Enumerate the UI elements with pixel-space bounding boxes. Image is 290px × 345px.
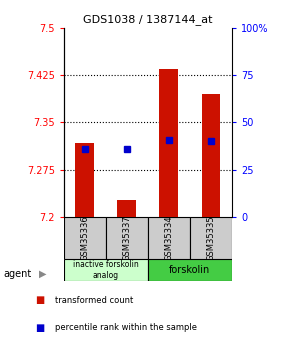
Title: GDS1038 / 1387144_at: GDS1038 / 1387144_at <box>83 14 213 25</box>
Bar <box>64 217 106 259</box>
Bar <box>160 69 178 217</box>
Bar <box>64 259 148 281</box>
Text: GSM35334: GSM35334 <box>164 215 173 261</box>
Text: forskolin: forskolin <box>169 265 211 275</box>
Bar <box>190 217 232 259</box>
Text: GSM35336: GSM35336 <box>80 215 89 261</box>
Bar <box>202 94 220 217</box>
Bar <box>106 217 148 259</box>
Text: GSM35337: GSM35337 <box>122 215 131 261</box>
Bar <box>148 217 190 259</box>
Text: agent: agent <box>3 269 31 278</box>
Bar <box>75 143 94 217</box>
Text: inactive forskolin
analog: inactive forskolin analog <box>73 260 139 280</box>
Text: ▶: ▶ <box>39 269 47 278</box>
Bar <box>117 200 136 217</box>
Text: GSM35335: GSM35335 <box>206 215 215 261</box>
Text: percentile rank within the sample: percentile rank within the sample <box>55 323 197 332</box>
Bar <box>148 259 232 281</box>
Text: ■: ■ <box>35 295 44 305</box>
Text: transformed count: transformed count <box>55 296 133 305</box>
Text: ■: ■ <box>35 323 44 333</box>
